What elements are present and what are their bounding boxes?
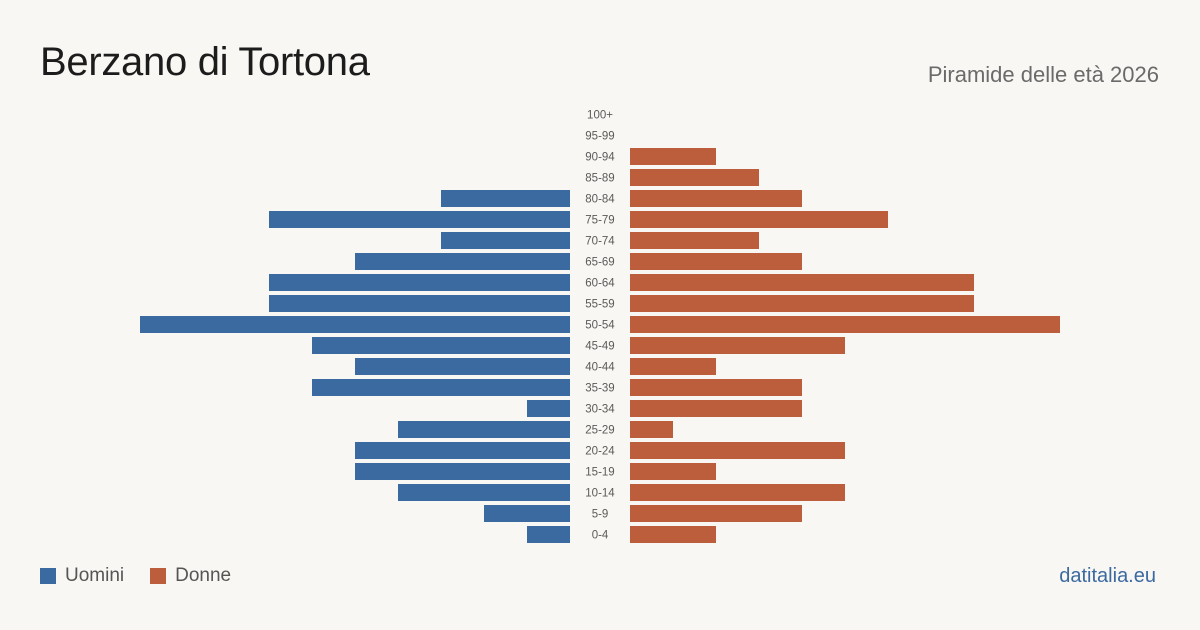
brand-link[interactable]: datitalia.eu [1059, 565, 1156, 587]
bar-women-10-14 [630, 484, 845, 501]
legend-item-men: Uomini [40, 565, 124, 587]
age-label-40-44: 40-44 [585, 362, 615, 374]
age-label-15-19: 15-19 [585, 467, 614, 479]
age-label-30-34: 30-34 [585, 404, 615, 416]
bar-women-25-29 [630, 421, 673, 438]
bar-women-85-89 [630, 169, 759, 186]
age-label-35-39: 35-39 [585, 383, 614, 395]
age-label-45-49: 45-49 [585, 341, 614, 353]
age-label-70-74: 70-74 [585, 236, 615, 248]
bar-men-15-19 [355, 463, 570, 480]
bar-men-50-54 [140, 316, 570, 333]
bar-women-55-59 [630, 295, 974, 312]
bar-women-65-69 [630, 253, 802, 270]
bar-women-75-79 [630, 211, 888, 228]
bar-men-60-64 [269, 274, 570, 291]
age-label-10-14: 10-14 [585, 488, 615, 500]
age-label-55-59: 55-59 [585, 299, 614, 311]
age-label-50-54: 50-54 [585, 320, 615, 332]
bar-women-0-4 [630, 526, 716, 543]
bar-women-60-64 [630, 274, 974, 291]
age-label-0-4: 0-4 [592, 530, 609, 542]
bar-men-55-59 [269, 295, 570, 312]
age-label-60-64: 60-64 [585, 278, 615, 290]
bar-women-45-49 [630, 337, 845, 354]
age-label-95-99: 95-99 [585, 131, 614, 143]
bar-men-25-29 [398, 421, 570, 438]
legend: Uomini Donne [40, 565, 257, 587]
bar-women-70-74 [630, 232, 759, 249]
age-label-5-9: 5-9 [592, 509, 609, 521]
bar-men-0-4 [527, 526, 570, 543]
bar-women-15-19 [630, 463, 716, 480]
legend-label-men: Uomini [65, 565, 125, 586]
bar-men-20-24 [355, 442, 570, 459]
age-label-75-79: 75-79 [585, 215, 614, 227]
bar-men-30-34 [527, 400, 570, 417]
legend-swatch-men [40, 568, 56, 584]
age-label-100plus: 100+ [587, 110, 613, 122]
bar-women-5-9 [630, 505, 802, 522]
bar-women-35-39 [630, 379, 802, 396]
chart-title: Berzano di Tortona [40, 40, 370, 84]
bar-men-45-49 [312, 337, 570, 354]
bar-men-65-69 [355, 253, 570, 270]
bar-women-80-84 [630, 190, 802, 207]
age-label-85-89: 85-89 [585, 173, 614, 185]
bar-women-90-94 [630, 148, 716, 165]
bar-men-75-79 [269, 211, 570, 228]
age-label-80-84: 80-84 [585, 194, 615, 206]
bar-men-80-84 [441, 190, 570, 207]
bar-women-40-44 [630, 358, 716, 375]
chart-subtitle: Piramide delle età 2026 [927, 62, 1159, 87]
age-label-25-29: 25-29 [585, 425, 614, 437]
bar-women-30-34 [630, 400, 802, 417]
age-label-65-69: 65-69 [585, 257, 614, 269]
age-label-90-94: 90-94 [585, 152, 615, 164]
legend-item-women: Donne [150, 565, 231, 587]
legend-swatch-women [150, 568, 167, 584]
legend-label-women: Donne [175, 565, 232, 586]
bar-men-70-74 [441, 232, 570, 249]
bar-men-5-9 [484, 505, 570, 522]
bar-women-50-54 [630, 316, 1060, 333]
age-label-20-24: 20-24 [585, 446, 615, 458]
bar-men-40-44 [355, 358, 570, 375]
bar-men-35-39 [312, 379, 570, 396]
bar-men-10-14 [398, 484, 570, 501]
bar-women-20-24 [630, 442, 845, 459]
